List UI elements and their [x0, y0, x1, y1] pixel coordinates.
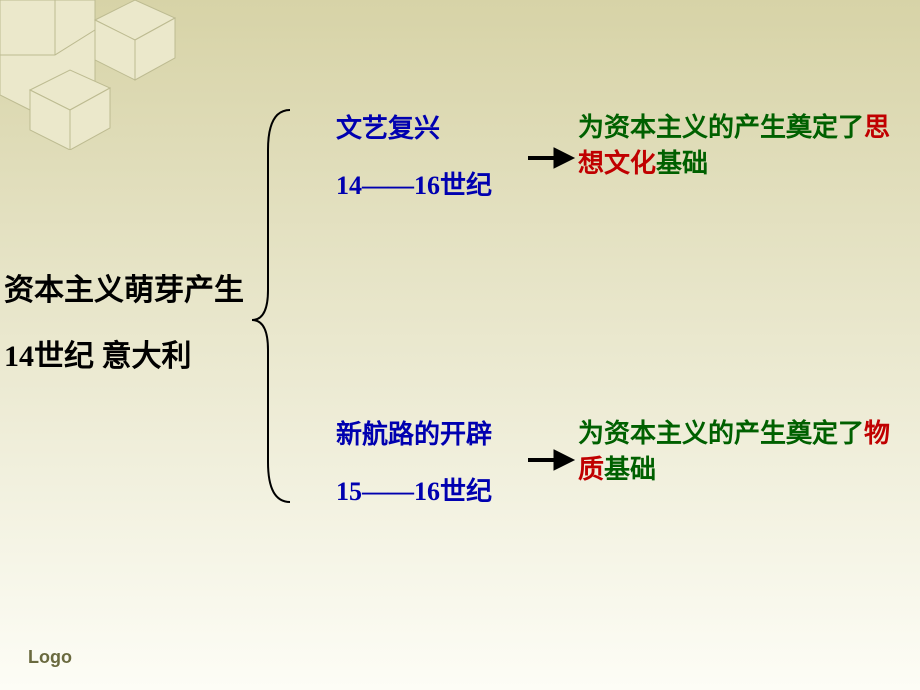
branch1-title: 文艺复兴	[336, 100, 492, 157]
branch1-period: 14——16世纪	[336, 157, 492, 214]
result1-suffix: 基础	[656, 149, 708, 178]
branch2-title: 新航路的开辟	[336, 406, 492, 463]
result2-prefix: 为资本主义的产生奠定了	[578, 419, 864, 448]
result-ideological: 为资本主义的产生奠定了思想文化基础	[578, 110, 908, 183]
diagram-content: 资本主义萌芽产生 14世纪 意大利 文艺复兴 14——16世纪 新航路的开辟 1…	[0, 0, 920, 690]
branch2-period: 15——16世纪	[336, 463, 492, 520]
result-material: 为资本主义的产生奠定了物质基础	[578, 416, 908, 489]
logo-text: Logo	[28, 647, 72, 668]
result1-prefix: 为资本主义的产生奠定了	[578, 113, 864, 142]
branch-renaissance: 文艺复兴 14——16世纪	[336, 100, 492, 214]
branch-voyages: 新航路的开辟 15——16世纪	[336, 406, 492, 520]
result2-suffix: 基础	[604, 455, 656, 484]
